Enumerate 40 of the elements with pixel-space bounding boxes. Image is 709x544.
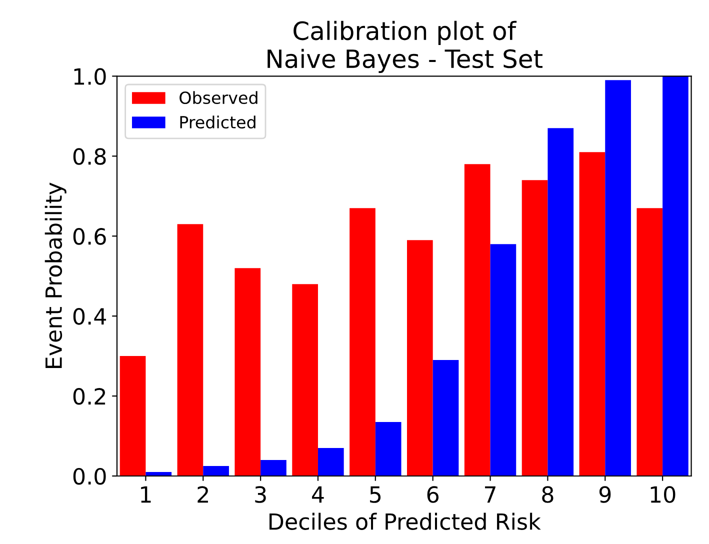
bar bbox=[662, 76, 688, 476]
bar bbox=[432, 360, 459, 476]
bar bbox=[177, 224, 204, 476]
y-tick-label: 0.4 bbox=[73, 308, 106, 325]
x-tick-label: 3 bbox=[255, 486, 266, 503]
bar bbox=[120, 356, 146, 476]
bar bbox=[292, 284, 318, 476]
bar bbox=[464, 164, 490, 476]
x-tick-label: 6 bbox=[427, 486, 439, 503]
bar bbox=[605, 80, 631, 476]
y-tick-label: 0.0 bbox=[73, 468, 106, 485]
bar bbox=[407, 240, 433, 476]
x-tick-label: 4 bbox=[312, 486, 324, 503]
y-axis-title: Event Probability bbox=[44, 182, 66, 368]
y-tick-label: 0.6 bbox=[73, 228, 106, 245]
y-tick-label: 1.0 bbox=[74, 68, 106, 85]
x-tick-label: 7 bbox=[485, 486, 496, 503]
x-tick-label: 10 bbox=[650, 486, 676, 503]
x-axis-title: Deciles of Predicted Risk bbox=[270, 512, 541, 530]
legend-label: Observed bbox=[180, 91, 258, 104]
bar bbox=[548, 128, 574, 476]
bar bbox=[318, 448, 344, 476]
y-tick-label: 0.8 bbox=[73, 148, 106, 165]
x-tick-label: 2 bbox=[198, 486, 208, 503]
bar bbox=[375, 422, 402, 476]
legend-label: Predicted bbox=[180, 116, 256, 129]
bar bbox=[522, 180, 548, 476]
bar bbox=[490, 244, 516, 476]
chart-title: Calibration plot of Naive Bayes - Test Set bbox=[268, 20, 542, 74]
x-tick-label: 1 bbox=[141, 486, 151, 503]
bar bbox=[636, 208, 663, 476]
x-tick-label: 5 bbox=[370, 486, 381, 503]
bar bbox=[203, 466, 229, 476]
bar bbox=[579, 152, 606, 476]
bar bbox=[260, 460, 286, 476]
bar bbox=[234, 268, 261, 476]
x-tick-label: 8 bbox=[542, 486, 554, 503]
bar bbox=[350, 208, 376, 476]
x-tick-label: 9 bbox=[599, 486, 611, 503]
y-tick-label: 0.2 bbox=[73, 388, 106, 405]
